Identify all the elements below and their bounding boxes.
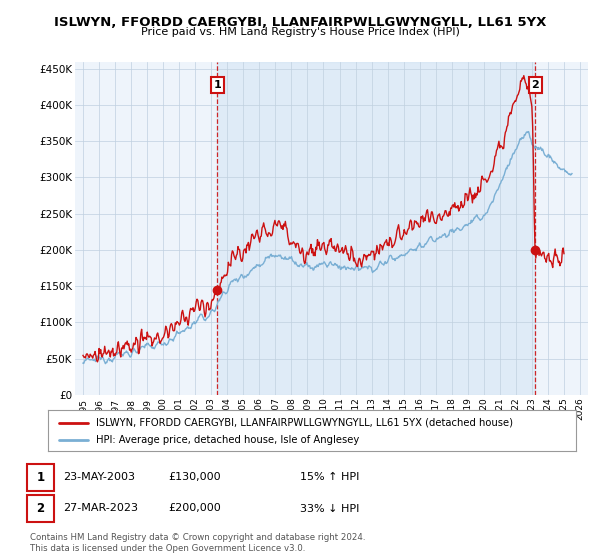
Text: Contains HM Land Registry data © Crown copyright and database right 2024.
This d: Contains HM Land Registry data © Crown c…	[30, 533, 365, 553]
Text: £130,000: £130,000	[168, 472, 221, 482]
Text: 27-MAR-2023: 27-MAR-2023	[63, 503, 138, 514]
Text: Price paid vs. HM Land Registry's House Price Index (HPI): Price paid vs. HM Land Registry's House …	[140, 27, 460, 37]
Text: 23-MAY-2003: 23-MAY-2003	[63, 472, 135, 482]
Text: £200,000: £200,000	[168, 503, 221, 514]
Text: 1: 1	[37, 470, 44, 484]
Text: ISLWYN, FFORDD CAERGYBI, LLANFAIRPWLLGWYNGYLL, LL61 5YX (detached house): ISLWYN, FFORDD CAERGYBI, LLANFAIRPWLLGWY…	[95, 418, 512, 428]
Bar	[217, 62, 535, 395]
Text: HPI: Average price, detached house, Isle of Anglesey: HPI: Average price, detached house, Isle…	[95, 435, 359, 445]
Text: 1: 1	[214, 80, 221, 90]
Text: 2: 2	[532, 80, 539, 90]
Text: ISLWYN, FFORDD CAERGYBI, LLANFAIRPWLLGWYNGYLL, LL61 5YX: ISLWYN, FFORDD CAERGYBI, LLANFAIRPWLLGWY…	[54, 16, 546, 29]
Text: 15% ↑ HPI: 15% ↑ HPI	[300, 472, 359, 482]
Text: 2: 2	[37, 502, 44, 515]
Text: 33% ↓ HPI: 33% ↓ HPI	[300, 503, 359, 514]
